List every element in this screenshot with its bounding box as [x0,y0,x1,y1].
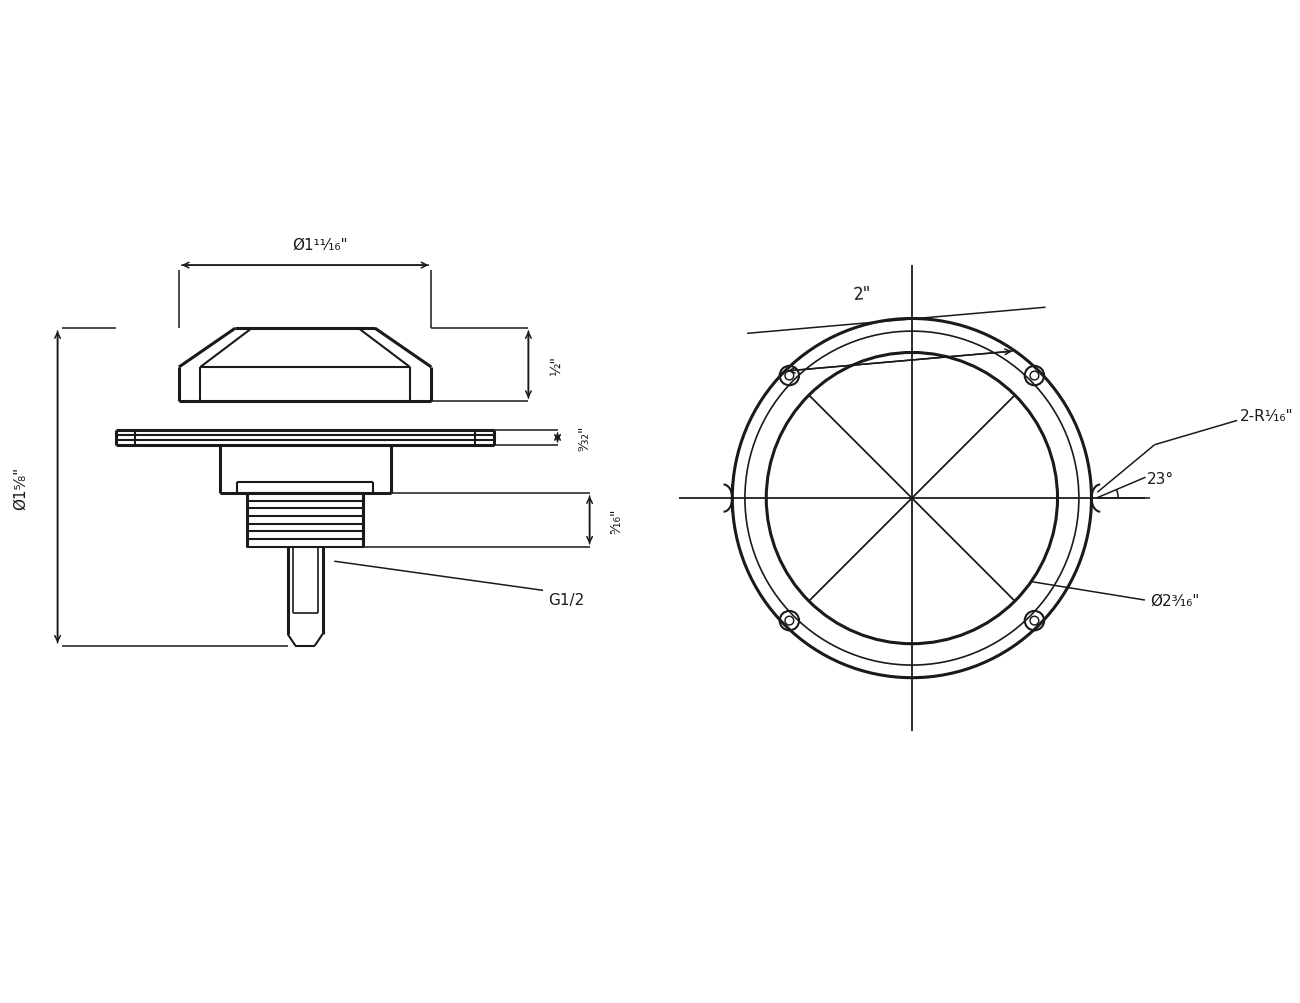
Text: 2": 2" [853,284,872,304]
Text: ⁹⁄₃₂": ⁹⁄₃₂" [577,425,592,450]
Text: Ø1¹¹⁄₁₆": Ø1¹¹⁄₁₆" [292,237,347,252]
Text: G1/2: G1/2 [547,593,584,608]
Text: ½": ½" [549,355,563,375]
Text: Ø2³⁄₁₆": Ø2³⁄₁₆" [1149,593,1199,608]
Text: 2-R¹⁄₁₆": 2-R¹⁄₁₆" [1240,408,1294,423]
Text: ⁵⁄₁₆": ⁵⁄₁₆" [610,508,624,534]
Text: Ø1⁵⁄₈": Ø1⁵⁄₈" [13,465,29,510]
Text: 23°: 23° [1147,471,1174,486]
